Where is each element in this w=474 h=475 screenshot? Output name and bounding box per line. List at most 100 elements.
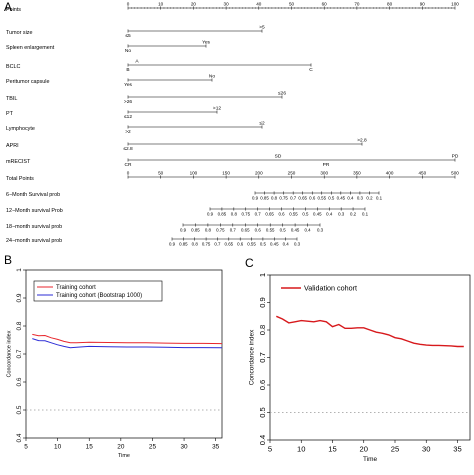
nomogram-tick-label: 0.65 (225, 242, 234, 247)
nomogram-tick-label: 0.9 (169, 242, 176, 247)
nomogram-tick-label: 0.6 (237, 242, 244, 247)
nomogram-tick-label: 0.2 (366, 196, 373, 201)
nomogram-tick-label: 0.4 (326, 212, 333, 217)
nomogram-tick-label: 0.8 (192, 242, 199, 247)
nomogram-tick-label: 0.5 (260, 242, 267, 247)
nomogram-tick-label: 0.7 (290, 196, 297, 201)
nomogram-row-name: 12−Month survival Prob (6, 208, 63, 214)
nomogram-level-label: >12 (213, 106, 221, 112)
nomogram-tick-label: 0.8 (271, 196, 278, 201)
nomogram-tick-label: 0.85 (260, 196, 269, 201)
nomogram-row-name: TBIL (6, 96, 17, 102)
x-axis-label: Time (118, 453, 130, 459)
nomogram-tick-label: 0.3 (357, 196, 364, 201)
nomogram-tick-label: 0.7 (214, 242, 221, 247)
x-tick-label: 20 (117, 443, 125, 450)
y-tick-label: 0.5 (258, 407, 267, 418)
nomogram-tick-label: 0.75 (216, 228, 225, 233)
x-tick-label: 10 (297, 445, 305, 454)
nomogram-row-name: Tumor size (6, 30, 32, 36)
nomogram-tick-label: 0.75 (202, 242, 211, 247)
nomogram-level-label: SD (275, 154, 282, 160)
nomogram-tick-label: 400 (386, 170, 394, 175)
nomogram-tick-label: 50 (289, 1, 295, 6)
y-tick-label: 0.9 (16, 293, 23, 302)
nomogram-tick-label: 0.6 (309, 196, 316, 201)
nomogram-tick-label: 40 (256, 1, 262, 6)
y-tick-label: 0.8 (16, 321, 23, 330)
nomogram-tick-label: 70 (354, 1, 360, 6)
concordance-plot-validation: 0.40.50.60.70.80.915 10 15 20 25 30 35TimeConc… (248, 273, 471, 463)
nomogram-tick-label: 0.55 (247, 242, 256, 247)
nomogram-tick-label: 0.8 (205, 228, 212, 233)
nomogram-level-label: ≤5 (125, 33, 131, 39)
x-tick-label: 5 (24, 443, 28, 450)
x-tick-label: 30 (181, 443, 189, 450)
nomogram-tick-label: 0.65 (265, 212, 274, 217)
nomogram-tick-label: 10 (158, 1, 164, 6)
nomogram-row-name: APRI (6, 143, 19, 149)
nomogram-row-name: BCLC (6, 64, 20, 70)
nomogram-level-label: >2 (125, 129, 131, 135)
nomogram-tick-label: 350 (353, 170, 361, 175)
nomogram-tick-label: 0.1 (362, 212, 369, 217)
nomogram-level-label: B (126, 67, 129, 73)
nomogram-level-label: PD (452, 154, 459, 160)
legend-box (33, 280, 163, 302)
x-axis-label: Time (363, 456, 378, 463)
legend-entry: Training cohort (56, 285, 96, 291)
y-tick-label: 0.7 (258, 352, 267, 363)
nomogram-tick-label: 0.6 (255, 228, 262, 233)
x-tick-label: 25 (391, 445, 399, 454)
nomogram-tick-label: 0 (127, 1, 130, 6)
nomogram-tick-label: 300 (320, 170, 328, 175)
y-tick-label: 1 (16, 268, 23, 272)
nomogram-row-name: 18−month survival prob (6, 224, 62, 230)
nomogram-level-label: >26 (124, 99, 132, 105)
nomogram-level-label: C (309, 67, 313, 73)
nomogram-level-label: No (209, 74, 215, 80)
series-line (276, 315, 464, 348)
panel-label-a: A (4, 0, 12, 14)
nomogram-level-label: Yes (124, 82, 132, 88)
y-tick-label: 0.9 (258, 297, 267, 308)
y-tick-label: 0.6 (258, 380, 267, 391)
nomogram-tick-label: 0.55 (317, 196, 326, 201)
nomogram-tick-label: 0.3 (294, 242, 301, 247)
nomogram-row-name: Points (6, 7, 21, 13)
y-tick-label: 0.7 (16, 349, 23, 358)
x-tick-label: 35 (453, 445, 461, 454)
nomogram-level-label: ≤2 (259, 121, 265, 127)
nomogram-level-label: Yes (202, 40, 210, 46)
nomogram-tick-label: 0.9 (207, 212, 214, 217)
nomogram-level-label: ≤26 (278, 91, 286, 97)
nomogram-tick-label: 0 (127, 170, 130, 175)
nomogram-tick-label: 100 (190, 170, 198, 175)
x-tick-label: 10 (54, 443, 62, 450)
x-tick-label: 25 (149, 443, 157, 450)
nomogram-tick-label: 90 (420, 1, 426, 6)
nomogram-tick-label: 0.5 (328, 196, 335, 201)
nomogram-tick-label: 100 (451, 1, 459, 6)
nomogram-level-label: A (135, 59, 139, 65)
x-tick-label: 15 (328, 445, 336, 454)
nomogram-tick-label: 450 (418, 170, 426, 175)
nomogram-tick-label: 500 (451, 170, 459, 175)
legend-entry: Training cohort (Bootstrap 1000) (56, 293, 142, 299)
nomogram-level-label: PR (323, 162, 330, 168)
y-tick-label: 1 (258, 273, 267, 277)
nomogram-tick-label: 0.75 (279, 196, 288, 201)
x-tick-label: 15 (86, 443, 94, 450)
nomogram-tick-label: 0.7 (255, 212, 262, 217)
nomogram-level-label: CR (125, 162, 132, 168)
nomogram-tick-label: 0.45 (270, 242, 279, 247)
nomogram-tick-label: 0.65 (298, 196, 307, 201)
y-tick-label: 0.4 (16, 433, 23, 442)
nomogram-tick-label: 0.4 (347, 196, 354, 201)
nomogram-tick-label: 0.45 (313, 212, 322, 217)
nomogram-tick-label: 0.1 (376, 196, 383, 201)
nomogram-tick-label: 0.9 (252, 196, 259, 201)
concordance-plot-training: 0.40.50.60.70.80.915 10 15 20 25 30 35TimeConc… (7, 268, 223, 459)
nomogram-tick-label: 0.45 (291, 228, 300, 233)
